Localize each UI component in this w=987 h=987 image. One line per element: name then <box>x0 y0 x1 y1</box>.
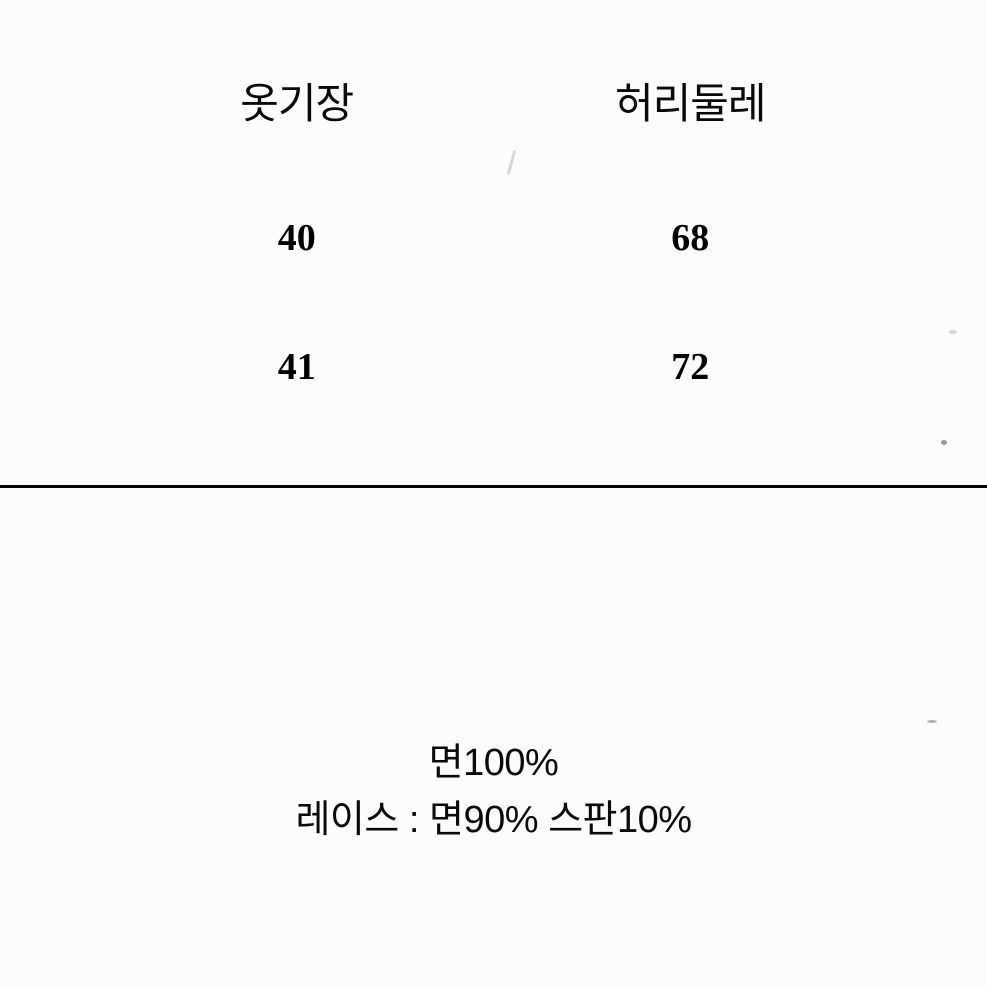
cell-waist-2: 72 <box>513 345 867 389</box>
cell-waist-1: 68 <box>513 216 867 260</box>
material-line-1: 면100% <box>0 735 987 792</box>
texture-artifact <box>927 720 937 723</box>
texture-artifact <box>949 330 957 334</box>
cell-length-2: 41 <box>120 345 474 389</box>
table-row: 41 72 <box>100 345 887 389</box>
material-line-2: 레이스 : 면90% 스판10% <box>0 792 987 849</box>
horizontal-divider <box>0 485 987 488</box>
size-table: 옷기장 허리둘레 40 68 41 72 <box>0 70 987 474</box>
texture-artifact <box>941 440 947 445</box>
table-row: 40 68 <box>100 216 887 260</box>
cell-length-1: 40 <box>120 216 474 260</box>
table-header-row: 옷기장 허리둘레 <box>100 70 887 131</box>
column-header-length: 옷기장 <box>120 70 474 131</box>
material-info-section: 면100% 레이스 : 면90% 스판10% <box>0 735 987 849</box>
column-header-waist: 허리둘레 <box>513 70 867 131</box>
